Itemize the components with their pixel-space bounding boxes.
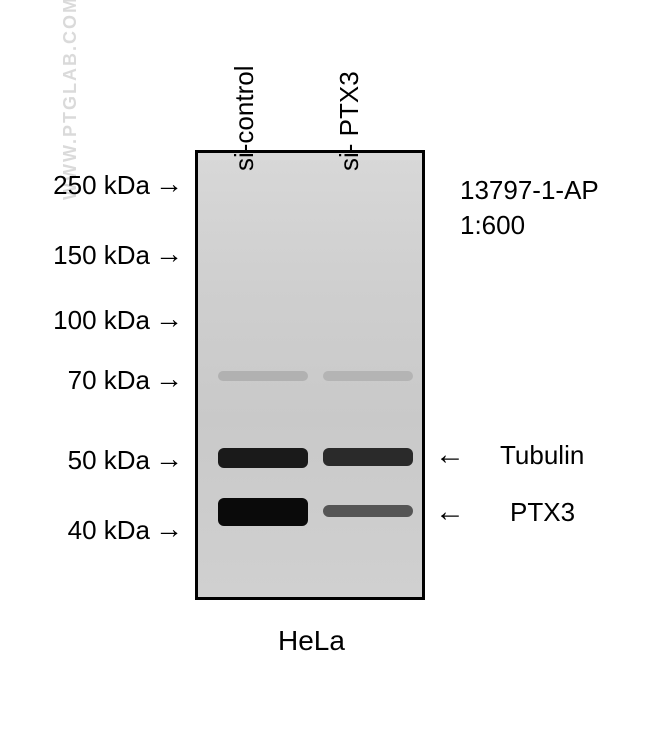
band-ptx3-lane2 xyxy=(323,505,413,517)
marker-arrow-250: → xyxy=(155,168,183,200)
marker-150: 150 kDa xyxy=(0,240,150,271)
figure-container: WWW.PTGLAB.COM si-control si- PTX3 250 k… xyxy=(0,0,650,730)
marker-50: 50 kDa xyxy=(0,445,150,476)
marker-arrow-150: → xyxy=(155,238,183,270)
arrow-tubulin: ← xyxy=(435,438,465,472)
column-label-si-control: si-control xyxy=(229,66,260,171)
band-faint-lane1 xyxy=(218,371,308,381)
marker-70: 70 kDa xyxy=(0,365,150,396)
label-tubulin: Tubulin xyxy=(500,440,584,471)
band-ptx3-lane1 xyxy=(218,498,308,526)
arrow-ptx3: ← xyxy=(435,495,465,529)
marker-arrow-50: → xyxy=(155,443,183,475)
antibody-id: 13797-1-AP xyxy=(460,175,599,206)
band-faint-lane2 xyxy=(323,371,413,381)
marker-250: 250 kDa xyxy=(0,170,150,201)
band-tubulin-lane1 xyxy=(218,448,308,468)
marker-arrow-40: → xyxy=(155,513,183,545)
marker-arrow-100: → xyxy=(155,303,183,335)
marker-40: 40 kDa xyxy=(0,515,150,546)
label-ptx3: PTX3 xyxy=(510,497,575,528)
column-label-si-ptx3: si- PTX3 xyxy=(334,71,365,171)
marker-100: 100 kDa xyxy=(0,305,150,336)
band-tubulin-lane2 xyxy=(323,448,413,466)
blot-membrane xyxy=(195,150,425,600)
cell-line-label: HeLa xyxy=(278,625,345,657)
marker-arrow-70: → xyxy=(155,363,183,395)
antibody-dilution: 1:600 xyxy=(460,210,525,241)
